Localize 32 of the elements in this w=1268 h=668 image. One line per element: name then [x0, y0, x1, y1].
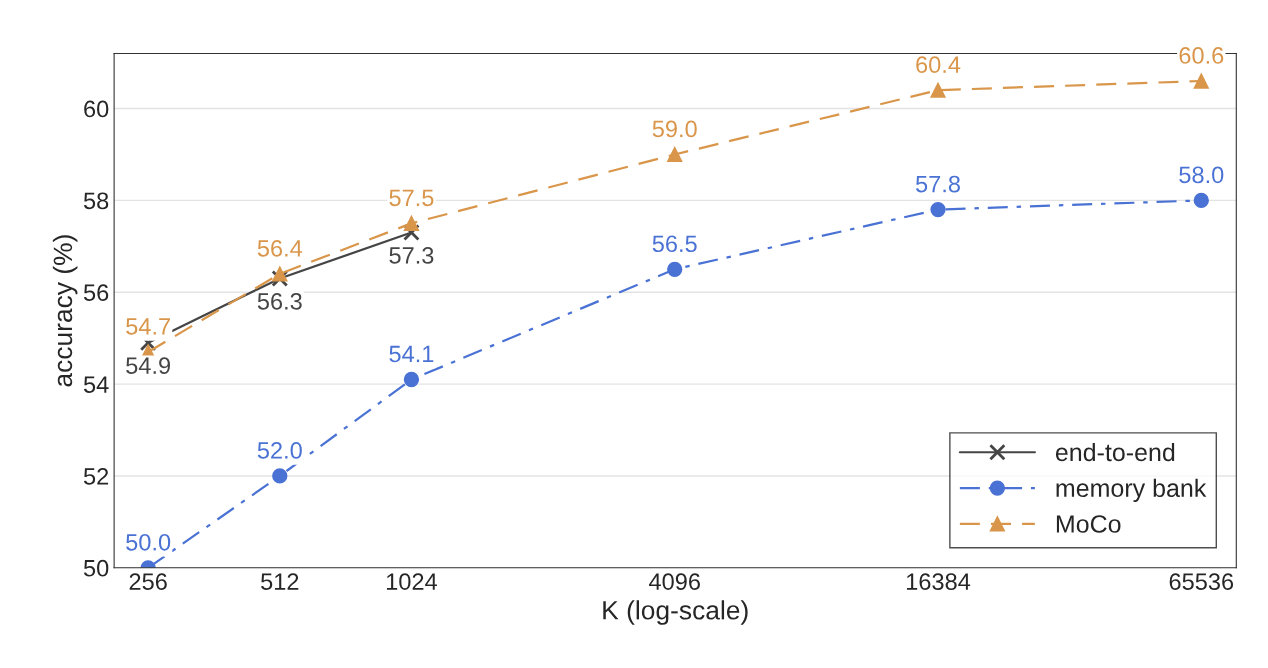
data-label: 56.3: [257, 292, 302, 310]
legend-label: MoCo: [1056, 515, 1121, 533]
x-tick-label: 512: [261, 573, 299, 590]
data-label: 57.8: [915, 175, 960, 193]
data-label: 59.0: [652, 120, 697, 138]
x-tick-label: 16384: [906, 573, 971, 590]
legend-label: end-to-end: [1055, 442, 1175, 462]
x-tick-label: 4096: [649, 573, 700, 590]
x-tick-label: 256: [129, 573, 167, 590]
data-label: 50.0: [126, 533, 171, 551]
y-tick-label: 50: [83, 559, 109, 577]
data-label: 58.0: [1179, 166, 1224, 184]
data-label: 52.0: [257, 442, 302, 459]
data-label: 54.1: [389, 345, 434, 363]
data-label: 56.5: [652, 235, 697, 253]
data-label: 54.9: [126, 357, 171, 374]
y-tick-label: 52: [83, 468, 109, 485]
x-axis-title: K (log-scale): [603, 600, 748, 625]
x-tick-label: 65536: [1169, 573, 1234, 590]
y-tick-label: 56: [83, 284, 109, 302]
data-label: 57.5: [389, 189, 434, 207]
data-label: 57.3: [389, 247, 434, 264]
data-label: 60.4: [916, 56, 961, 74]
legend-label: memory bank: [1056, 478, 1207, 502]
data-label: 60.6: [1179, 47, 1224, 64]
data-label: 54.7: [126, 318, 170, 335]
y-tick-label: 58: [83, 192, 109, 210]
data-label: 56.4: [257, 239, 303, 257]
y-axis-title: accuracy (%): [52, 235, 78, 387]
y-tick-label: 60: [84, 100, 109, 118]
x-tick-label: 1024: [386, 573, 438, 590]
y-tick-label: 54: [83, 376, 109, 393]
